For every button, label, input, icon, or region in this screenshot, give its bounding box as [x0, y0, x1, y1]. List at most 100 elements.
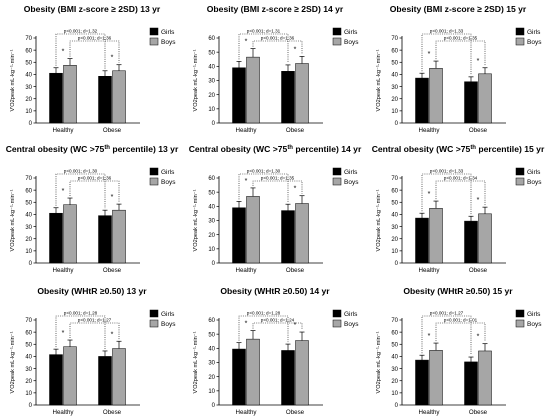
y-tick-label: 30: [25, 367, 32, 373]
y-tick-label: 30: [208, 361, 215, 367]
y-tick-label: 50: [208, 190, 215, 196]
y-tick-label: 10: [25, 391, 32, 397]
y-tick-label: 0: [29, 261, 33, 267]
significance-star: *: [428, 333, 431, 340]
legend-swatch-girls: [149, 167, 159, 176]
y-tick-label: 50: [208, 50, 215, 56]
x-tick-label: Healthy: [53, 409, 75, 416]
y-tick-label: 40: [208, 347, 215, 353]
chart-title: Obesity (WHtR ≥0.50) 15 yr: [403, 286, 513, 296]
bar-boys-obese: [478, 73, 492, 124]
chart-panel-9: Obesity (WHtR ≥0.50) 15 yr 0 10 20 30 40 50 60 7…: [376, 286, 542, 416]
chart-title: Central obesity (WC >75th percentile) 14…: [189, 144, 362, 154]
bracket-girls: [55, 33, 106, 69]
y-tick-label: 40: [25, 355, 32, 361]
x-tick-label: Healthy: [419, 409, 441, 416]
x-tick-label: Obese: [103, 127, 122, 134]
y-tick-label: 30: [391, 225, 398, 231]
y-tick-label: 20: [208, 375, 215, 381]
legend-label-girls: Girls: [344, 311, 358, 318]
y-tick-label: 30: [391, 85, 398, 91]
y-tick-label: 30: [208, 79, 215, 85]
significance-star: *: [245, 178, 248, 185]
x-tick-label: Obese: [469, 127, 488, 134]
bracket-boys: [435, 40, 486, 66]
bracket-boys: [69, 180, 120, 203]
bracket-label-boys: p<0.001; d=1.01: [444, 318, 478, 323]
bar-boys-healthy: [63, 204, 77, 264]
bar-boys-obese: [112, 209, 126, 264]
y-tick-label: 20: [208, 233, 215, 239]
legend-label-girls: Girls: [527, 311, 541, 318]
bracket-label-girls: p<0.001; d=1.33: [430, 169, 464, 174]
y-tick-label: 30: [208, 219, 215, 225]
chart-title-superscript: th: [287, 145, 293, 151]
legend-label-girls: Girls: [161, 29, 175, 36]
chart-title-text-end: percentile) 15 yr: [476, 144, 545, 154]
y-tick-label: 50: [391, 60, 398, 66]
bracket-girls: [421, 33, 472, 75]
chart-title-text: Obesity (BMI z-score ≥ 2SD) 15 yr: [390, 4, 527, 14]
bracket-boys: [69, 40, 120, 63]
bracket-girls: [421, 315, 472, 356]
chart-panel-6: Central obesity (WC >75th percentile) 15…: [372, 144, 545, 274]
y-tick-label: 40: [391, 355, 398, 361]
significance-star: *: [477, 197, 480, 204]
bracket-label-girls: p<0.001; d=1.32: [64, 29, 98, 34]
y-tick-label: 0: [212, 261, 216, 267]
bar-girls-obese: [464, 220, 478, 264]
y-tick-label: 40: [391, 73, 398, 79]
bar-girls-obese: [98, 215, 112, 264]
y-axis-label: V'O2peak mL·kg⁻¹·min⁻¹: [376, 49, 382, 111]
x-tick-label: Obese: [103, 409, 122, 416]
y-tick-label: 0: [395, 121, 399, 127]
chart-panel-5: Central obesity (WC >75th percentile) 14…: [189, 144, 362, 274]
chart-title-superscript: th: [470, 145, 476, 151]
legend-swatch-boys: [149, 37, 159, 46]
significance-star: *: [245, 39, 248, 46]
x-tick-label: Healthy: [53, 267, 75, 274]
y-tick-label: 40: [391, 213, 398, 219]
y-tick-label: 20: [391, 237, 398, 243]
legend-label-boys: Boys: [527, 39, 542, 46]
bracket-girls: [55, 315, 106, 349]
bar-girls-obese: [464, 361, 478, 406]
legend-label-boys: Boys: [527, 179, 542, 186]
y-tick-label: 60: [391, 188, 398, 194]
y-tick-label: 10: [208, 247, 215, 253]
x-tick-label: Healthy: [236, 267, 258, 274]
chart-title-text: Obesity (BMI z-score ≥ 2SD) 13 yr: [24, 4, 161, 14]
chart-panel-7: Obesity (WHtR ≥0.50) 13 yr 0 10 20 30 40 50 60 7…: [10, 286, 176, 416]
chart-title-superscript: th: [104, 145, 110, 151]
legend-label-boys: Boys: [344, 39, 359, 46]
y-tick-label: 60: [208, 318, 215, 324]
y-axis-label: V'O2peak mL·kg⁻¹·min⁻¹: [193, 331, 199, 393]
bracket-label-boys: p<0.001; d=1.24: [261, 318, 295, 323]
chart-title-text-end: percentile) 13 yr: [110, 144, 179, 154]
bar-girls-healthy: [49, 354, 63, 406]
bar-girls-healthy: [49, 212, 63, 264]
chart-panel-8: Obesity (WHtR ≥0.50) 14 yr 0 10 20 30 40 50 60 V…: [193, 286, 359, 416]
significance-star: *: [477, 58, 480, 65]
y-tick-label: 30: [25, 85, 32, 91]
y-tick-label: 0: [395, 261, 399, 267]
bar-girls-obese: [281, 71, 295, 124]
bar-boys-healthy: [246, 338, 260, 406]
y-tick-label: 20: [391, 97, 398, 103]
bracket-label-boys: p<0.001; d=1.36: [78, 36, 112, 41]
bracket-boys: [252, 180, 303, 194]
legend-swatch-boys: [515, 37, 525, 46]
legend-swatch-girls: [332, 167, 342, 176]
y-tick-label: 60: [208, 36, 215, 42]
significance-star: *: [428, 51, 431, 58]
bar-girls-healthy: [415, 77, 429, 124]
legend-swatch-boys: [332, 37, 342, 46]
y-tick-label: 50: [25, 342, 32, 348]
chart-title: Obesity (WHtR ≥0.50) 14 yr: [220, 286, 330, 296]
y-tick-label: 50: [208, 332, 215, 338]
y-tick-label: 20: [25, 237, 32, 243]
y-tick-label: 20: [208, 93, 215, 99]
legend-swatch-boys: [149, 177, 159, 186]
y-tick-label: 20: [25, 379, 32, 385]
